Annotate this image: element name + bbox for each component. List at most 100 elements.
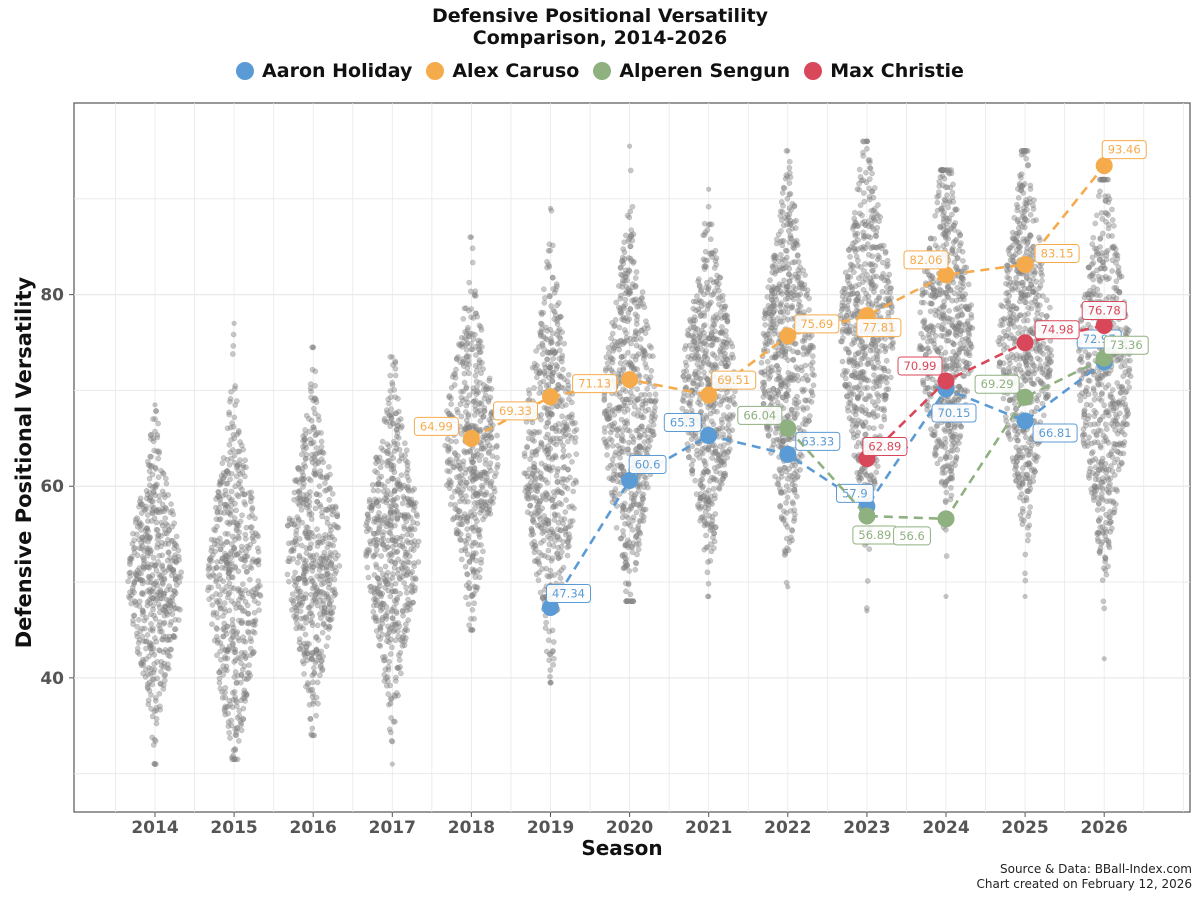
swarm-point [454,406,460,413]
swarm-point [782,247,789,254]
swarm-point [146,586,153,593]
swarm-point [605,406,611,413]
swarm-point [566,396,572,402]
swarm-point [639,512,645,519]
swarm-point [704,227,711,233]
swarm-point [696,333,703,339]
swarm-point [404,459,411,466]
swarm-point [376,642,382,649]
swarm-point [248,588,255,595]
swarm-point [388,452,394,458]
swarm-point [601,396,608,402]
swarm-point [640,480,647,486]
swarm-point [601,429,608,435]
swarm-point [479,483,485,489]
swarm-point [307,545,313,551]
swarm-point [144,602,151,609]
swarm-point [155,455,162,462]
swarm-point [165,661,171,668]
swarm-point [652,404,658,411]
swarm-point [693,343,700,350]
swarm-point [784,381,791,388]
swarm-point [322,480,328,486]
swarm-point [767,277,773,284]
swarm-point [803,292,810,299]
swarm-point [476,574,483,581]
swarm-point [374,498,380,505]
swarm-point [152,615,159,622]
swarm-point [254,545,261,552]
swarm-point [548,372,555,379]
swarm-point [162,515,169,522]
swarm-point [491,488,498,495]
swarm-point [720,343,727,350]
swarm-point [546,573,553,580]
swarm-point [776,281,783,288]
swarm-point [317,504,324,510]
swarm-point [565,438,571,445]
swarm-point [473,584,479,590]
swarm-point [401,545,408,552]
swarm-point [224,594,231,601]
swarm-point [480,387,487,393]
swarm-point [723,328,729,334]
swarm-point [167,636,174,643]
swarm-point [208,558,215,564]
swarm-point [288,548,294,555]
swarm-point [392,410,399,417]
swarm-point [614,478,621,485]
swarm-point [228,554,234,561]
swarm-point [232,646,239,653]
swarm-point [145,528,151,534]
swarm-point [471,615,477,622]
swarm-point [365,514,372,521]
swarm-point [412,575,419,582]
swarm-point [226,643,233,650]
swarm-point [234,522,241,529]
swarm-point [331,536,338,543]
swarm-point [309,564,316,570]
swarm-point [448,401,454,408]
swarm-point [139,577,145,583]
swarm-point [148,498,155,505]
swarm-point [555,512,561,518]
swarm-point [762,321,769,328]
swarm-point [558,489,565,496]
swarm-point [494,432,500,439]
swarm-point [158,508,165,515]
swarm-point [550,274,556,281]
swarm-point [453,356,460,363]
swarm-point [240,705,247,712]
swarm-point [378,473,385,480]
swarm-point [318,444,325,450]
swarm-point [139,534,145,541]
swarm-point [228,584,235,591]
swarm-point [232,536,238,543]
swarm-point [487,419,494,426]
swarm-point [715,314,721,321]
swarm-point [774,267,781,273]
swarm-point [154,595,161,602]
swarm-point [543,383,550,389]
swarm-point [539,594,546,601]
swarm-point [165,549,172,556]
swarm-point [401,523,407,530]
swarm-point [166,564,173,571]
swarm-point [155,589,161,596]
swarm-point [225,719,232,725]
swarm-point [775,231,782,238]
swarm-point [554,331,561,338]
swarm-point [154,582,161,589]
swarm-point [560,423,567,429]
swarm-point [535,577,542,584]
swarm-point [696,454,703,461]
swarm-point [228,388,234,395]
swarm-point [531,385,537,391]
swarm-point [148,518,155,524]
swarm-point [481,395,488,402]
swarm-point [784,436,791,443]
swarm-point [805,397,812,404]
swarm-point [717,294,723,300]
swarm-point [779,209,786,215]
swarm-point [720,338,727,345]
